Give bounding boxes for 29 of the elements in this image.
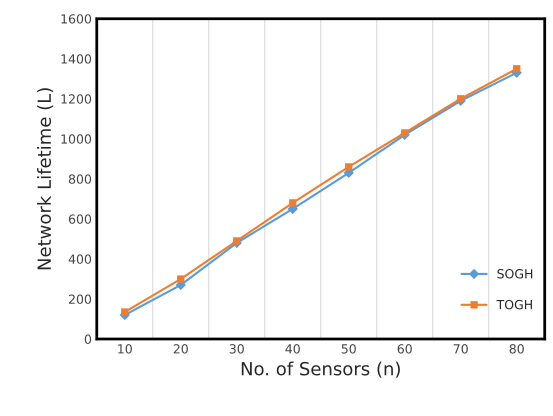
y-tick-label: 1600: [61, 14, 92, 24]
y-tick-label: 400: [68, 254, 92, 264]
y-tick-label: 200: [68, 294, 92, 304]
x-tick-label: 40: [285, 344, 300, 354]
y-tick-label: 0: [84, 334, 92, 344]
point: [401, 129, 408, 136]
legend-label: TOGH: [496, 300, 532, 310]
y-tick-label: 800: [68, 174, 92, 184]
y-axis-title: Network Lifetime (L): [37, 88, 54, 270]
y-tick-label: 1400: [61, 54, 92, 64]
y-tick-label: 1200: [61, 94, 92, 104]
legend-label: SOGH: [497, 269, 532, 279]
point: [513, 65, 520, 72]
point: [289, 199, 296, 207]
point: [121, 308, 128, 316]
x-tick-label: 60: [398, 344, 412, 354]
point: [233, 237, 240, 245]
point: [457, 95, 464, 102]
point: [177, 275, 184, 283]
x-axis-title: No. of Sensors (n): [242, 362, 400, 378]
x-tick-label: 50: [342, 344, 356, 354]
x-tick-label: 30: [230, 344, 244, 354]
point: [345, 163, 352, 171]
x-tick-label: 80: [510, 344, 524, 354]
x-tick-label: 70: [454, 344, 468, 354]
y-tick-label: 1000: [61, 134, 92, 144]
x-tick-label: 10: [118, 344, 132, 354]
y-tick-label: 600: [68, 214, 92, 224]
x-tick-label: 20: [174, 344, 188, 354]
